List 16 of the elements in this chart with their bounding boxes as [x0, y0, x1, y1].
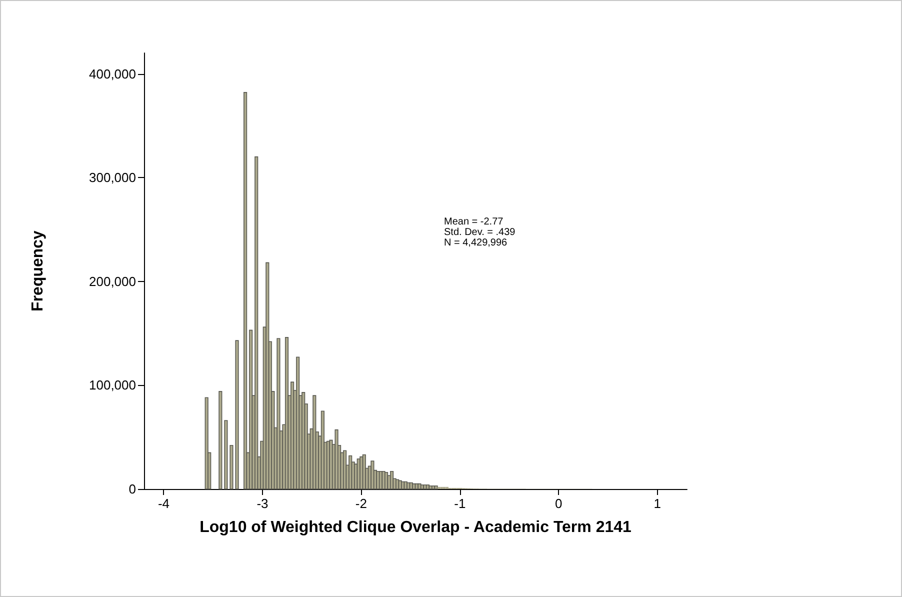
x-tick-label: 1 [654, 496, 661, 511]
y-tick-label: 300,000 [89, 170, 136, 186]
y-tick-label: 100,000 [89, 378, 136, 393]
x-tick-label: -2 [355, 496, 367, 511]
x-tick-label: 0 [555, 496, 562, 511]
annotation: N = 4,429,996 [444, 238, 508, 248]
y-axis-title: Frequency [30, 230, 46, 312]
y-tick-label: 200,000 [89, 274, 136, 289]
x-tick-label: -1 [454, 496, 466, 511]
y-tick-label: 400,000 [89, 66, 136, 82]
x-tick-label: -4 [158, 496, 170, 511]
y-tick-label: 0 [128, 482, 136, 496]
x-axis-title: Log10 of Weighted Clique Overlap - Academic Term 2141 [200, 519, 632, 536]
annotation: Mean = -2.77 [444, 216, 504, 228]
x-tick-label: -3 [256, 496, 268, 511]
annotation: Std. Dev. = .439 [444, 227, 516, 238]
